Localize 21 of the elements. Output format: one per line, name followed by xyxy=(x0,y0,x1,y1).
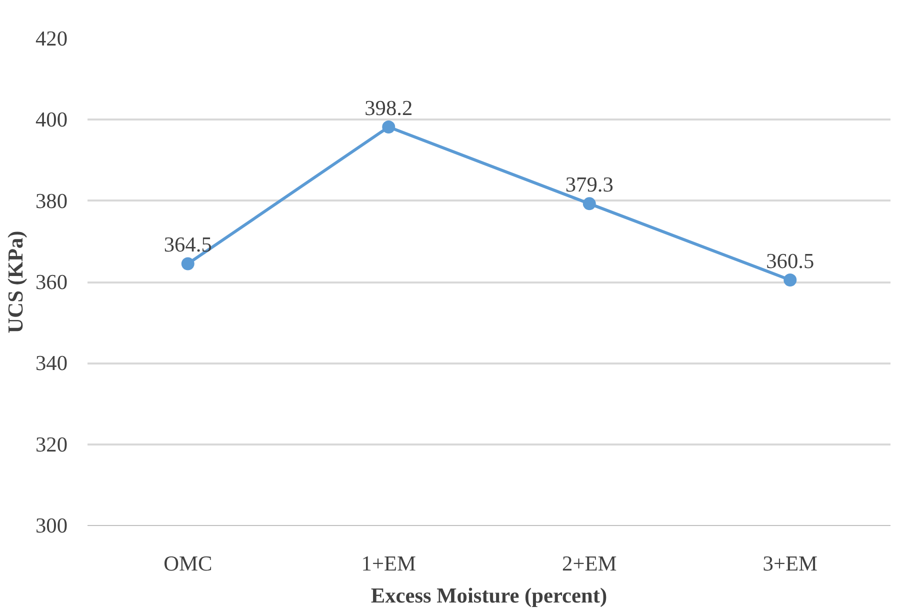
data-label: 379.3 xyxy=(565,172,614,197)
point xyxy=(582,197,596,210)
point xyxy=(382,120,396,134)
point xyxy=(181,257,194,270)
data-label: 364.5 xyxy=(164,232,212,257)
x-axis-title: Excess Moisture (percent) xyxy=(370,584,608,608)
x-tick-label: OMC xyxy=(164,552,212,576)
y-axis-title: UCS (KPa) xyxy=(4,230,28,334)
y-tick-label: 420 xyxy=(36,26,68,50)
data-label: 360.5 xyxy=(766,248,814,273)
y-tick-label: 360 xyxy=(36,270,68,294)
y-tick-label: 300 xyxy=(36,514,68,538)
y-tick-label: 340 xyxy=(36,351,68,376)
x-tick-label: 1+EM xyxy=(361,552,416,576)
y-tick-label: 320 xyxy=(36,432,68,456)
x-tick-label: 2+EM xyxy=(562,552,617,576)
y-tick-label: 380 xyxy=(36,188,68,213)
point xyxy=(784,273,797,286)
data-label: 398.2 xyxy=(364,96,413,120)
x-tick-label: 3+EM xyxy=(762,552,818,576)
y-tick-label: 400 xyxy=(36,108,68,132)
